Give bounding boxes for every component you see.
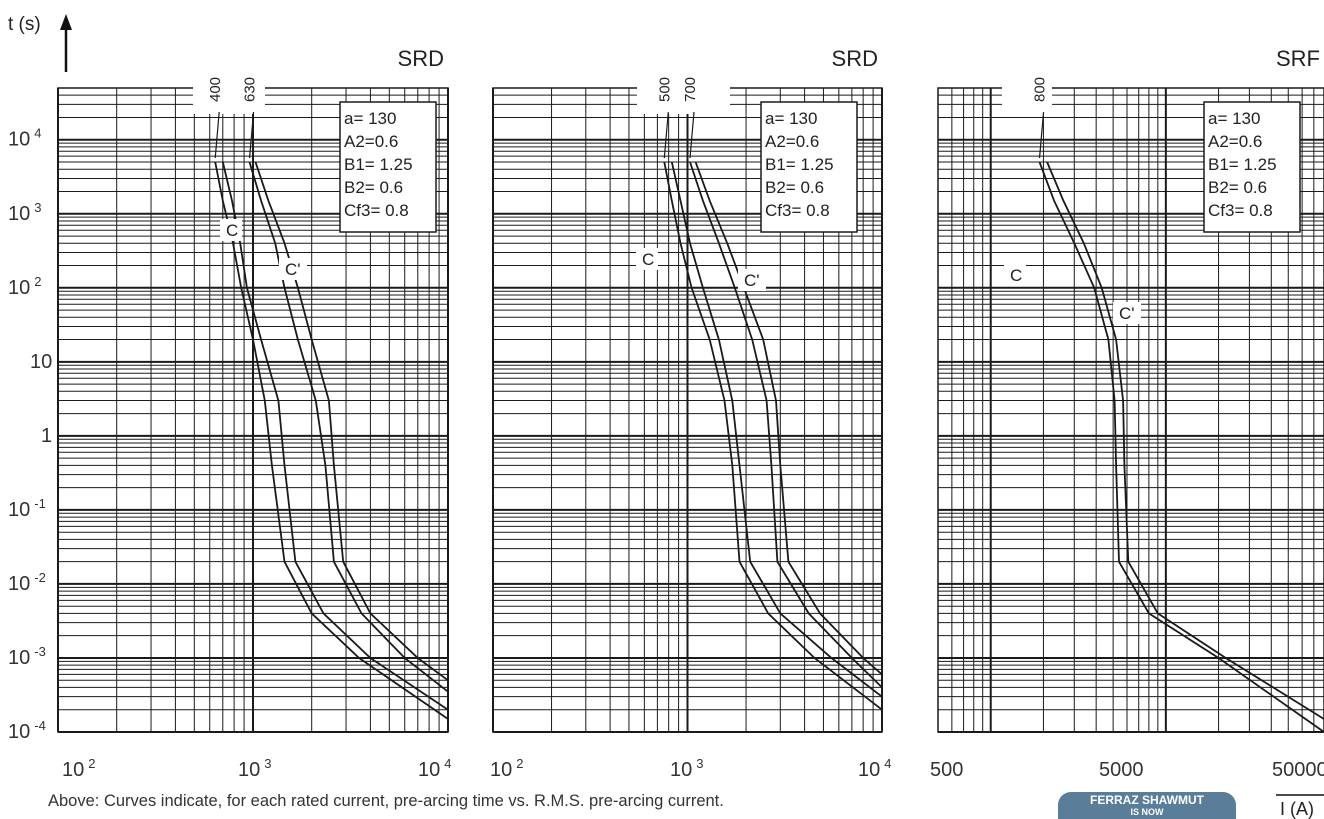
rating-leader <box>663 111 669 159</box>
plot-frame <box>937 87 1324 733</box>
x-tick-label: 5000 <box>1099 759 1144 781</box>
rating-label-400: 400 <box>207 77 224 102</box>
y-tick-label: 10 3 <box>8 200 41 225</box>
param-line: A2=0.6 <box>765 132 819 151</box>
param-line: B1= 1.25 <box>765 155 834 174</box>
param-box <box>1203 101 1301 233</box>
marker-label-c-bg <box>1004 264 1026 286</box>
chart-panel-3: 800 SRF a= 130 A2=0.6 B1= 1.25 B2= 0.6 Cf3= 0.… <box>930 46 1324 781</box>
param-line: B1= 1.25 <box>344 155 413 174</box>
marker-label-c-prime: C' <box>1119 304 1135 323</box>
param-line: B2= 0.6 <box>344 178 403 197</box>
marker-label-c: C <box>226 221 238 240</box>
y-axis-arrow <box>60 14 72 72</box>
rating-leader <box>248 111 255 159</box>
y-tick-label: 10 <box>30 351 52 373</box>
curve-series-1 <box>663 161 883 711</box>
charts-layer: 400 630 SRD a= 130 A2=0.6 B1= 1.25 B2= 0.6 Cf3=… <box>57 46 1324 781</box>
x-tick-label: 10 2 <box>490 756 523 781</box>
rating-label-500: 500 <box>656 77 673 102</box>
rating-label-800: 800 <box>1032 77 1049 102</box>
curve-series-1 <box>1038 161 1324 733</box>
param-line: A2=0.6 <box>1208 132 1262 151</box>
badge-line1: FERRAZ SHAWMUT <box>1090 793 1204 807</box>
rating-label-700: 700 <box>682 77 699 102</box>
x-tick-label: 10 4 <box>858 756 891 781</box>
param-line: a= 130 <box>344 109 396 128</box>
y-tick-label: 1 <box>41 425 52 447</box>
x-tick-label: 10 3 <box>670 756 703 781</box>
x-tick-label: 50000 <box>1272 759 1324 781</box>
marker-label-c-prime: C' <box>744 271 760 290</box>
param-line: B1= 1.25 <box>1208 155 1277 174</box>
marker-label-c-prime: C' <box>285 260 301 279</box>
ferraz-shawmut-badge: FERRAZ SHAWMUT IS NOW <box>1058 792 1236 819</box>
y-tick-label: 10 -4 <box>8 718 46 743</box>
param-line: A2=0.6 <box>344 132 398 151</box>
rating-label-gap <box>1002 84 1052 114</box>
x-tick-label: 10 4 <box>418 756 451 781</box>
marker-label-c: C <box>1010 266 1022 285</box>
marker-label-c-prime-bg <box>738 269 766 291</box>
rating-leader <box>214 111 220 159</box>
panel-title: SRD <box>832 46 878 71</box>
rating-label-630: 630 <box>242 77 259 102</box>
param-line: a= 130 <box>765 109 817 128</box>
x-tick-label: 10 2 <box>62 756 95 781</box>
rating-leader <box>1038 111 1045 159</box>
marker-label-c-prime-bg <box>1113 302 1141 324</box>
badge-line2: IS NOW <box>1130 807 1164 817</box>
rating-label-gap <box>637 84 730 114</box>
figure-caption: Above: Curves indicate, for each rated c… <box>48 792 724 810</box>
x-axis-label: I (A) <box>1280 799 1314 819</box>
rating-leader <box>689 111 695 159</box>
param-box <box>339 101 437 233</box>
y-tick-label: 10 2 <box>8 274 41 299</box>
x-axis-label-group: I (A) <box>1276 794 1324 819</box>
curve-series-3 <box>248 161 449 693</box>
chart-panel-2: 500 700 SRD a= 130 A2=0.6 B1= 1.25 B2= 0.6 Cf3=… <box>490 46 891 781</box>
panel-title: SRD <box>398 46 444 71</box>
x-tick-label: 500 <box>930 759 963 781</box>
param-line: Cf3= 0.8 <box>1208 201 1273 220</box>
param-line: B2= 0.6 <box>765 178 824 197</box>
curve-series-3 <box>689 161 883 689</box>
param-line: Cf3= 0.8 <box>765 201 830 220</box>
marker-label-c: C <box>642 250 654 269</box>
y-axis-label: t (s) <box>8 14 41 35</box>
curve-series-2 <box>670 161 883 698</box>
y-tick-label: 10 -3 <box>8 644 46 669</box>
param-box <box>760 101 858 233</box>
chart-panel-1: 400 630 SRD a= 130 A2=0.6 B1= 1.25 B2= 0.6 Cf3=… <box>57 46 451 781</box>
curve-series-4 <box>694 161 883 676</box>
x-tick-label: 10 3 <box>238 756 271 781</box>
marker-label-c-bg <box>220 219 242 241</box>
curve-series-4 <box>254 161 449 682</box>
panel-title: SRF <box>1276 46 1320 71</box>
param-line: B2= 0.6 <box>1208 178 1267 197</box>
param-line: Cf3= 0.8 <box>344 201 409 220</box>
y-tick-label: 10 4 <box>8 126 41 151</box>
curve-series-2 <box>1046 161 1324 720</box>
marker-label-c-bg <box>636 248 658 270</box>
y-tick-label: 10 -1 <box>8 496 46 521</box>
y-tick-label: 10 -2 <box>8 570 46 595</box>
marker-label-c-prime-bg <box>279 258 307 280</box>
rating-label-gap <box>193 84 265 114</box>
param-line: a= 130 <box>1208 109 1260 128</box>
